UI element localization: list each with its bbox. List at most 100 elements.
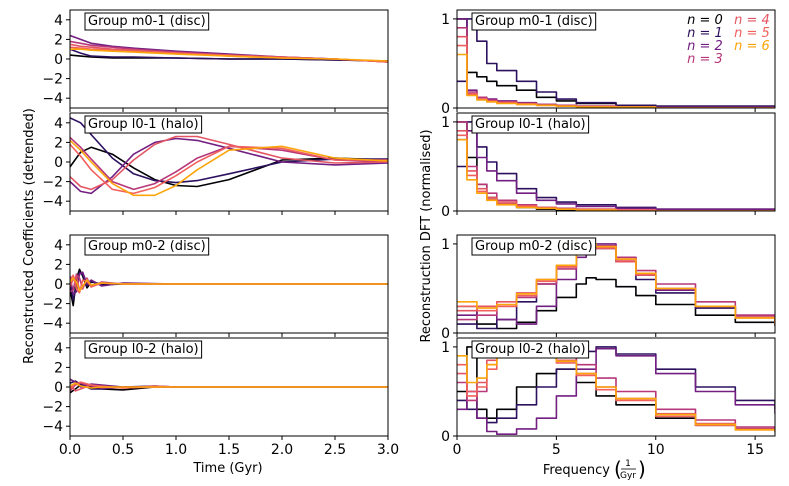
series-line <box>457 121 775 211</box>
panel-title: Group m0-1 (disc) <box>84 12 210 31</box>
panel-title: Group l0-1 (halo) <box>471 115 590 134</box>
series-group <box>70 34 388 63</box>
y-tick-label: 0 <box>441 204 450 220</box>
series-line <box>70 381 388 390</box>
right-xlabel-paren-close: ) <box>638 457 646 481</box>
y-tick-label: −4 <box>42 419 63 435</box>
x-tick-label: 2.5 <box>324 442 346 458</box>
panel-title-text: Group l0-2 (halo) <box>475 342 586 357</box>
panel-title-box <box>84 12 210 31</box>
legend-entry: n = 2 <box>687 39 723 54</box>
series-line <box>457 18 775 108</box>
right-xlabel-group: Frequency ( 1 Gyr ) <box>543 457 646 481</box>
legend-entry: n = 1 <box>687 26 723 41</box>
y-tick-label: 1 <box>441 340 450 356</box>
series-group <box>457 346 775 435</box>
right-ylabel: Reconstruction DFT (normalised) <box>419 129 434 342</box>
panel-title: Group l0-1 (halo) <box>84 115 203 134</box>
panel-title-text: Group l0-1 (halo) <box>88 117 199 132</box>
y-tick-label: 4 <box>54 341 63 357</box>
series-line <box>70 271 388 301</box>
panel-title-box <box>84 237 210 256</box>
axes-frame <box>456 337 776 437</box>
series-line <box>70 48 388 62</box>
panel-title-box <box>471 340 590 359</box>
y-tick-label: 4 <box>54 13 63 29</box>
legend-entry: n = 6 <box>734 39 770 54</box>
left-xlabel: Time (Gyr) <box>192 461 262 476</box>
series-line <box>457 35 775 108</box>
right-xlabel-fraction-den: Gyr <box>620 471 636 481</box>
y-tick-label: −2 <box>42 72 63 88</box>
x-tick-label: 1.0 <box>165 442 187 458</box>
panel-right-1: 1 0 Group m0-1 (disc) <box>441 9 776 117</box>
y-tick-label: −2 <box>42 400 63 416</box>
panel-left-4: 4 2 0 −2 −4 0.0 0.5 1.0 1.5 2.0 2.5 3.0 Group l0-2 (… <box>42 337 399 458</box>
x-tick-label: 3.0 <box>377 442 399 458</box>
series-line <box>457 121 775 211</box>
legend-entry: n = 4 <box>734 13 770 28</box>
y-tick-label: 0 <box>441 101 450 117</box>
panel-title: Group m0-1 (disc) <box>471 12 597 31</box>
y-tick-label: 2 <box>54 257 63 273</box>
y-tick-label: 2 <box>54 32 63 48</box>
panel-title-text: Group m0-2 (disc) <box>88 239 206 254</box>
x-tick-label: 5 <box>552 442 561 458</box>
series-line <box>457 27 775 108</box>
y-tick-label: 0 <box>54 277 63 293</box>
right-xlabel-fraction-num: 1 <box>625 459 631 469</box>
series-line <box>70 378 388 388</box>
series-line <box>457 130 775 211</box>
panel-title: Group m0-2 (disc) <box>471 237 597 256</box>
y-tick-label: 0 <box>441 429 450 445</box>
panel-title-box <box>84 340 203 359</box>
panel-title: Group l0-2 (halo) <box>84 340 203 359</box>
panel-title-box <box>471 237 597 256</box>
y-tick-label: 2 <box>54 135 63 151</box>
series-line <box>457 277 775 330</box>
x-tick-label: 0 <box>453 442 462 458</box>
series-line <box>70 268 388 307</box>
panels: 4 2 0 −2 −4 Group m0-1 (disc) 4 2 0 −2 −4 Group l0-… <box>42 9 776 458</box>
x-tick-label: 0.0 <box>59 442 81 458</box>
y-tick-label: −4 <box>42 91 63 107</box>
y-tick-label: 2 <box>54 360 63 376</box>
series-group <box>70 117 388 197</box>
series-line <box>457 18 775 108</box>
panel-title-box <box>84 115 203 134</box>
panel-title-text: Group m0-2 (disc) <box>475 239 593 254</box>
y-tick-label: 0 <box>54 155 63 171</box>
y-tick-label: 4 <box>54 238 63 254</box>
y-tick-label: 4 <box>54 116 63 132</box>
series-line <box>457 130 775 211</box>
panel-left-2: 4 2 0 −2 −4 Group l0-1 (halo) <box>42 112 389 215</box>
series-line <box>457 18 775 108</box>
y-tick-label: −4 <box>42 194 63 210</box>
panel-title-text: Group l0-1 (halo) <box>475 117 586 132</box>
series-line <box>457 44 775 108</box>
y-tick-label: 0 <box>54 380 63 396</box>
legend: n = 0 n = 4 n = 1 n = 5 n = 2 n = 6 n = 3 <box>687 13 770 67</box>
series-group <box>70 268 388 307</box>
series-line <box>70 139 388 197</box>
series-line <box>70 135 388 191</box>
series-group <box>457 18 775 108</box>
series-line <box>70 277 388 292</box>
series-line <box>457 53 775 108</box>
series-line <box>70 146 388 188</box>
y-tick-label: 1 <box>441 115 450 131</box>
y-tick-label: 1 <box>441 12 450 28</box>
panel-title-box <box>471 12 597 31</box>
series-group <box>70 378 388 394</box>
x-tick-label: 15 <box>746 442 764 458</box>
legend-entry: n = 0 <box>687 13 723 28</box>
series-line <box>70 48 388 62</box>
series-line <box>457 347 775 435</box>
y-tick-label: 1 <box>441 237 450 253</box>
series-line <box>457 121 775 211</box>
x-tick-label: 1.5 <box>218 442 240 458</box>
y-tick-label: 0 <box>441 326 450 342</box>
y-tick-label: −2 <box>42 297 63 313</box>
